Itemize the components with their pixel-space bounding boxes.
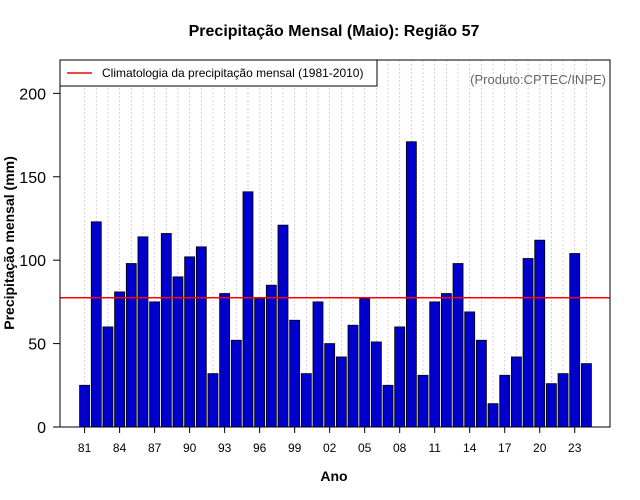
bar-1983 (102, 326, 114, 428)
bar-1997 (265, 284, 277, 428)
x-axis-label: Ano (320, 468, 347, 484)
x-tick-label: 20 (533, 441, 547, 455)
y-tick-label: 150 (19, 170, 46, 187)
x-axis: 81 84 87 90 93 96 99 02 05 08 11 14 17 20 23 (78, 427, 582, 455)
bar-1992 (207, 373, 219, 428)
bar-2005 (359, 298, 371, 428)
x-tick-label: 05 (358, 441, 372, 455)
bar-2006 (370, 341, 382, 428)
x-tick-label: 08 (393, 441, 407, 455)
bar-1995 (242, 191, 254, 428)
y-axis: 0 50 100 150 200 (19, 86, 61, 437)
x-tick-label: 11 (428, 441, 441, 455)
bars (79, 141, 592, 428)
bar-2018 (510, 356, 522, 428)
bar-1993 (219, 293, 231, 428)
x-tick-label: 02 (323, 441, 337, 455)
bar-2016 (487, 403, 499, 428)
bar-1988 (160, 233, 172, 428)
bar-1998 (277, 224, 289, 428)
x-tick-label: 14 (463, 441, 477, 455)
bar-1990 (184, 256, 196, 428)
bar-2009 (405, 141, 417, 428)
bar-1986 (137, 236, 149, 428)
bar-1987 (149, 301, 161, 428)
bar-2008 (394, 326, 406, 428)
bar-2001 (312, 301, 324, 428)
bar-2007 (382, 384, 394, 428)
bar-2022 (557, 373, 569, 428)
legend: Climatologia da precipitação mensal (198… (59, 59, 378, 87)
y-tick-label: 50 (28, 337, 46, 354)
x-tick-label: 81 (78, 441, 92, 455)
y-axis-label: Precipitação mensal (mm) (1, 156, 17, 330)
bar-2010 (417, 374, 429, 428)
y-tick-label: 0 (37, 420, 46, 437)
legend-label: Climatologia da precipitação mensal (198… (102, 66, 363, 80)
bar-2011 (429, 301, 441, 428)
bar-2021 (546, 383, 557, 428)
chart-title: Precipitação Mensal (Maio): Região 57 (189, 23, 480, 40)
bar-2003 (335, 356, 347, 428)
x-tick-label: 23 (568, 441, 582, 455)
source-annotation: (Produto:CPTEC/INPE) (470, 72, 606, 87)
bar-2000 (300, 373, 312, 428)
bar-2020 (534, 239, 546, 428)
bar-2023 (569, 253, 581, 428)
bar-1984 (114, 291, 126, 428)
bar-2014 (464, 311, 476, 428)
bar-2013 (452, 263, 464, 428)
x-tick-label: 96 (253, 441, 267, 455)
x-tick-label: 87 (148, 441, 162, 455)
bar-1982 (90, 221, 102, 428)
x-tick-label: 99 (288, 441, 302, 455)
bar-2015 (475, 339, 487, 428)
bar-1981 (79, 384, 90, 428)
bar-1985 (125, 263, 137, 428)
bar-2012 (440, 293, 452, 428)
bar-2017 (499, 374, 511, 428)
x-tick-label: 93 (218, 441, 232, 455)
bar-1996 (254, 298, 266, 428)
bar-2019 (522, 258, 534, 428)
bar-1989 (172, 276, 184, 428)
x-tick-label: 17 (498, 441, 512, 455)
bar-2002 (324, 343, 336, 428)
legend-box (59, 59, 378, 87)
bar-2004 (347, 324, 359, 428)
bar-1999 (289, 319, 301, 428)
bar-2024 (581, 363, 592, 428)
x-tick-label: 90 (183, 441, 197, 455)
y-tick-label: 200 (19, 86, 46, 103)
y-tick-label: 100 (19, 253, 46, 270)
x-tick-label: 84 (113, 441, 127, 455)
bar-1994 (230, 339, 242, 428)
bar-1991 (195, 246, 207, 428)
